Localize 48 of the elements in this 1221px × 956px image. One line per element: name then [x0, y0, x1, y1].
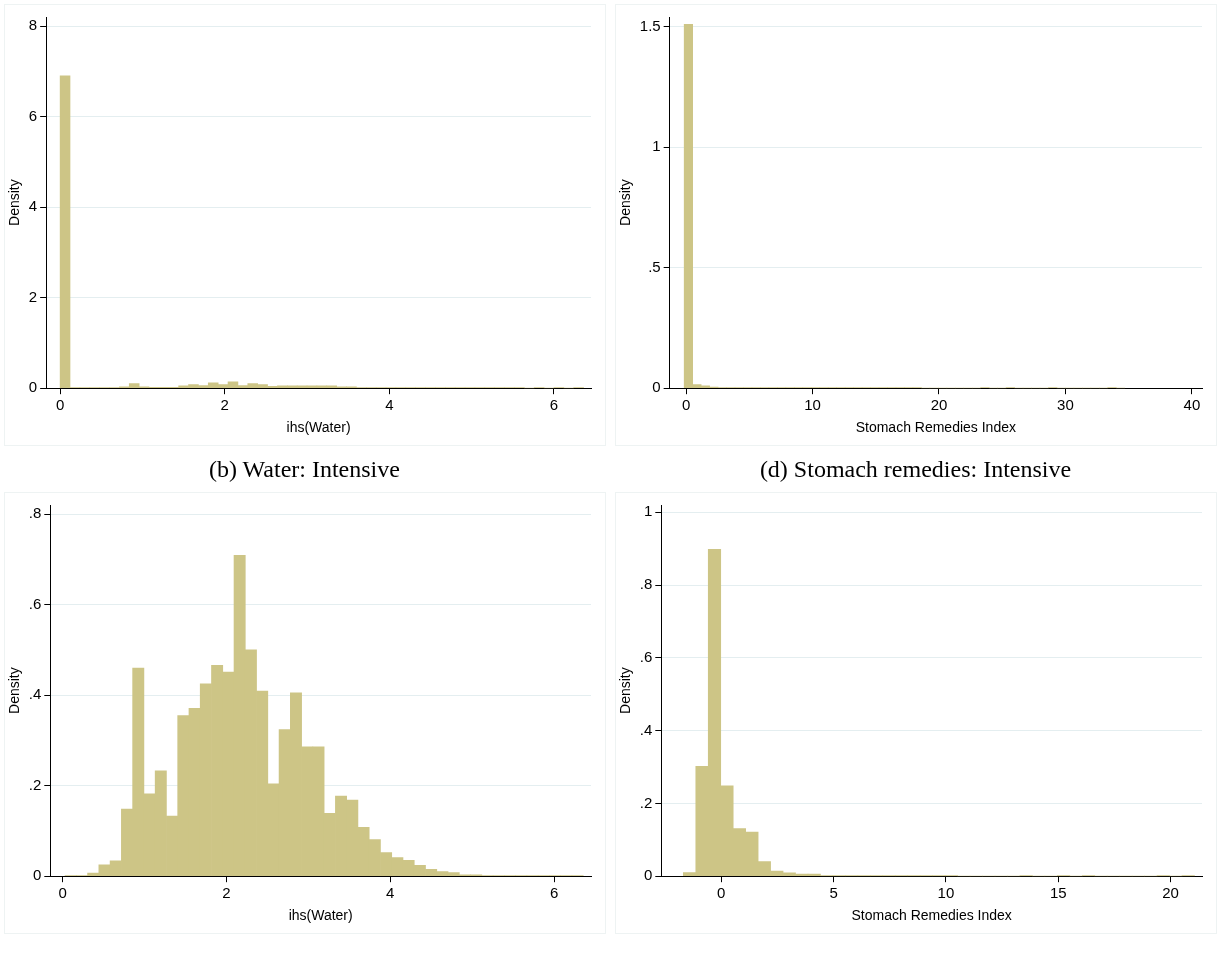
y-tick-label: 1 — [643, 502, 652, 520]
x-axis-title: ihs(Water) — [286, 419, 351, 436]
y-tick-label: .2 — [28, 775, 41, 793]
y-tick-label: 1.5 — [639, 16, 661, 34]
x-tick-label: 15 — [1049, 884, 1067, 902]
x-tick-label: 4 — [385, 884, 394, 902]
x-tick-label: 30 — [1056, 396, 1074, 414]
x-axis-title: ihs(Water) — [288, 907, 353, 924]
y-axis-title: Density — [616, 667, 633, 714]
y-axis-title: Density — [5, 179, 22, 226]
y-tick-label: 0 — [28, 378, 37, 396]
x-tick-label: 4 — [384, 396, 394, 414]
x-tick-label: 10 — [937, 884, 954, 902]
x-tick-label: 20 — [1161, 884, 1179, 902]
y-tick-label: 1 — [651, 137, 661, 155]
x-tick-label: 2 — [220, 396, 229, 414]
y-tick-label: 0 — [32, 866, 41, 884]
x-tick-label: 40 — [1183, 396, 1200, 414]
x-tick-label: 5 — [828, 884, 838, 902]
y-tick-label: .4 — [639, 720, 652, 738]
y-tick-label: .8 — [639, 575, 652, 593]
y-tick-label: .6 — [639, 647, 652, 665]
x-tick-label: 20 — [930, 396, 947, 414]
x-axis-title: Stomach Remedies Index — [855, 419, 1016, 436]
y-tick-label: 0 — [643, 866, 652, 884]
chart-title: (b) Water: Intensive — [209, 455, 400, 484]
y-tick-label: .4 — [28, 685, 41, 703]
x-tick-label: 10 — [803, 396, 821, 414]
x-tick-label: 2 — [221, 884, 231, 902]
y-tick-label: 6 — [28, 106, 37, 124]
y-tick-label: 4 — [28, 197, 37, 215]
x-tick-label: 0 — [681, 396, 690, 414]
x-tick-label: 0 — [716, 884, 725, 902]
y-tick-label: .8 — [28, 504, 41, 522]
y-tick-label: 0 — [651, 378, 661, 396]
y-tick-label: .6 — [28, 594, 41, 612]
x-tick-label: 6 — [549, 396, 558, 414]
y-tick-label: 8 — [28, 16, 37, 34]
y-tick-label: .2 — [639, 793, 652, 811]
y-tick-label: 2 — [28, 287, 37, 305]
y-axis-title: Density — [616, 179, 633, 226]
x-tick-label: 0 — [55, 396, 64, 414]
x-axis-title: Stomach Remedies Index — [851, 907, 1012, 924]
chart-title: (d) Stomach remedies: Intensive — [759, 455, 1072, 484]
x-tick-label: 6 — [549, 884, 558, 902]
x-tick-label: 0 — [57, 884, 67, 902]
y-axis-title: Density — [5, 667, 22, 714]
y-tick-label: .5 — [647, 257, 661, 275]
